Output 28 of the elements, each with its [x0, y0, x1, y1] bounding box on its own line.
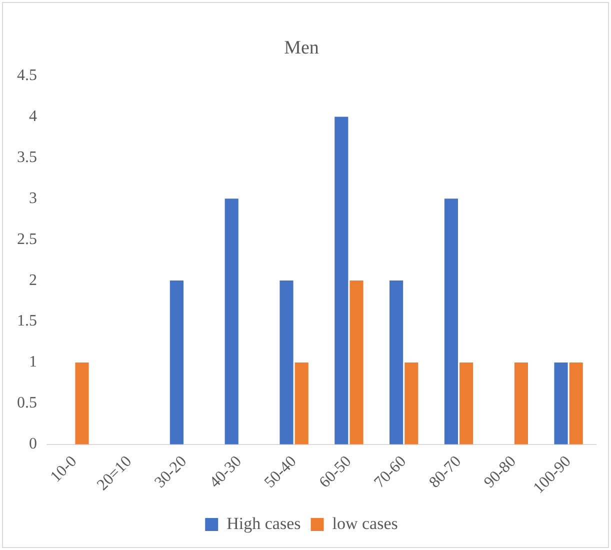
chart-title: Men — [284, 37, 320, 58]
bar — [294, 362, 308, 444]
bar — [280, 280, 294, 444]
bar — [444, 198, 458, 444]
y-tick-label: 2 — [29, 272, 37, 289]
y-tick-label: 4 — [29, 108, 37, 125]
bar — [224, 198, 238, 444]
bar — [170, 280, 184, 444]
bar — [75, 362, 89, 444]
legend-label: low cases — [332, 514, 398, 533]
y-tick-label: 1.5 — [17, 312, 37, 330]
y-tick-label: 0.5 — [17, 394, 37, 412]
y-tick-label: 3 — [29, 190, 37, 207]
bar — [404, 362, 418, 444]
y-tick-label: 4.5 — [17, 67, 37, 84]
y-tick-label: 3.5 — [17, 148, 37, 166]
y-tick-label: 1 — [29, 354, 37, 371]
bar — [514, 362, 528, 444]
y-tick-label: 0 — [29, 436, 37, 453]
bar — [390, 280, 404, 444]
bar — [350, 280, 364, 444]
bar — [554, 362, 568, 444]
bar — [569, 362, 583, 444]
x-tick-label: 10-0 — [47, 452, 80, 486]
bar — [460, 362, 474, 444]
bar — [334, 116, 348, 444]
y-tick-label: 2.5 — [17, 230, 37, 248]
legend-label: High cases — [226, 514, 301, 533]
